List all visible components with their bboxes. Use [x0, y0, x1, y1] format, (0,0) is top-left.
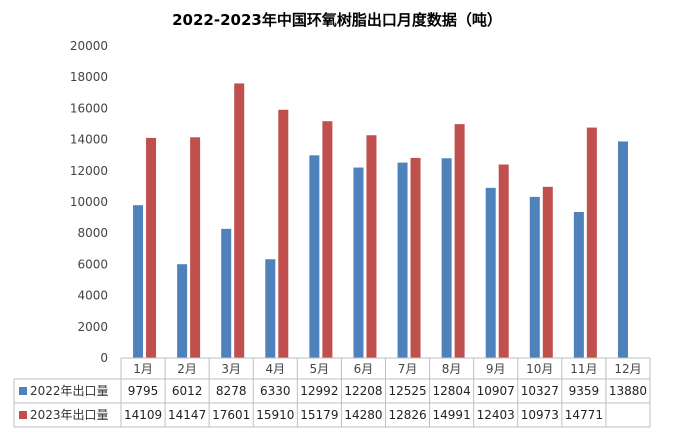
- data-label: 12992: [300, 384, 338, 398]
- y-tick-label: 8000: [77, 226, 108, 240]
- bar-2-8: [454, 124, 465, 358]
- data-label: 12826: [388, 408, 426, 422]
- data-label: 10327: [521, 384, 559, 398]
- legend-swatch: [19, 387, 27, 395]
- y-tick-label: 18000: [70, 70, 108, 84]
- bar-1-5: [309, 155, 320, 358]
- chart-title: 2022-2023年中国环氧树脂出口月度数据（吨）: [172, 11, 502, 29]
- data-table: 1月 2月 3月 4月 5月 6月 7月 8月 9月 10月 11月 12月 2022年出口量 9795 6…: [13, 357, 651, 428]
- data-label: 14280: [344, 408, 382, 422]
- data-label: 12208: [344, 384, 382, 398]
- bar-2-2: [190, 137, 201, 358]
- data-label: 10907: [477, 384, 515, 398]
- bar-1-8: [441, 158, 452, 358]
- data-label: 14771: [565, 408, 603, 422]
- data-label: 14991: [433, 408, 471, 422]
- category-label: 2月: [177, 362, 197, 376]
- category-label: 1月: [133, 362, 153, 376]
- data-label: 6012: [172, 384, 203, 398]
- bar-1-10: [529, 196, 540, 358]
- y-tick-label: 16000: [70, 101, 108, 115]
- data-label: 14109: [124, 408, 162, 422]
- bar-1-7: [397, 162, 408, 358]
- y-tick-label: 4000: [77, 289, 108, 303]
- category-label: 12月: [614, 362, 641, 376]
- y-tick-label: 6000: [77, 257, 108, 271]
- bar-1-9: [485, 187, 496, 358]
- category-label: 4月: [265, 362, 285, 376]
- data-label: 6330: [260, 384, 291, 398]
- legend-swatch: [19, 411, 27, 419]
- bar-2-9: [498, 164, 509, 358]
- data-label: 17601: [212, 408, 250, 422]
- bar-1-1: [133, 205, 144, 358]
- category-label: 6月: [354, 362, 374, 376]
- bar-2-1: [146, 137, 157, 358]
- bar-2-11: [586, 127, 597, 358]
- y-tick-label: 2000: [77, 320, 108, 334]
- bar-2-3: [234, 83, 245, 358]
- category-label: 11月: [570, 362, 597, 376]
- data-label: 10973: [521, 408, 559, 422]
- data-label: 8278: [216, 384, 247, 398]
- bar-1-6: [353, 167, 364, 358]
- bar-2-6: [366, 135, 377, 358]
- data-label: 13880: [609, 384, 647, 398]
- bar-1-11: [573, 211, 584, 358]
- y-tick-label: 20000: [70, 39, 108, 53]
- legend-label: 2022年出口量: [30, 384, 109, 398]
- bar-1-4: [265, 259, 276, 358]
- category-label: 5月: [310, 362, 330, 376]
- data-label: 12403: [477, 408, 515, 422]
- y-tick-label: 14000: [70, 133, 108, 147]
- legend-label: 2023年出口量: [30, 408, 109, 422]
- bar-2-5: [322, 121, 333, 358]
- bar-1-3: [221, 228, 232, 358]
- y-tick-label: 10000: [70, 195, 108, 209]
- data-label: 14147: [168, 408, 206, 422]
- bar-1-2: [177, 264, 188, 358]
- category-label: 8月: [442, 362, 462, 376]
- data-label: 12525: [388, 384, 426, 398]
- y-tick-label: 12000: [70, 164, 108, 178]
- data-label: 12804: [433, 384, 471, 398]
- category-label: 9月: [486, 362, 506, 376]
- data-label: 9359: [569, 384, 600, 398]
- category-label: 10月: [526, 362, 553, 376]
- y-tick-label: 0: [100, 351, 108, 365]
- bar-2-7: [410, 157, 421, 358]
- data-label: 15179: [300, 408, 338, 422]
- bar-2-4: [278, 109, 289, 358]
- category-label: 3月: [221, 362, 241, 376]
- category-label: 7月: [398, 362, 418, 376]
- data-label: 9795: [128, 384, 159, 398]
- bars: [133, 83, 628, 358]
- data-label: 15910: [256, 408, 294, 422]
- bar-2-10: [542, 186, 553, 358]
- y-axis: 0 2000 4000 6000 8000 10000 12000 14000 16000 180…: [70, 39, 108, 365]
- bar-1-12: [617, 141, 628, 358]
